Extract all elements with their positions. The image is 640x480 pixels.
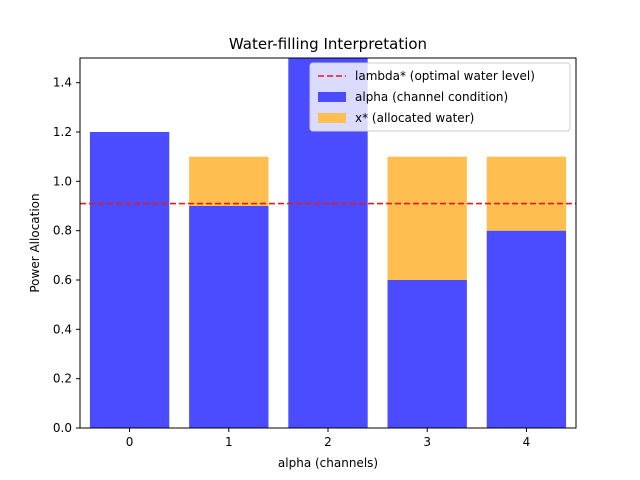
bar-water-3 (387, 156, 467, 280)
legend-entry-alpha: alpha (channel condition) (355, 90, 508, 104)
bar-alpha-4 (486, 230, 567, 428)
x-tick-label: 2 (324, 435, 332, 449)
x-axis-label: alpha (channels) (278, 456, 378, 470)
x-tick-label: 4 (523, 435, 531, 449)
y-tick-label: 0.6 (53, 273, 72, 287)
x-tick-label: 1 (225, 435, 233, 449)
bar-alpha-1 (189, 206, 269, 428)
legend-box (309, 62, 571, 132)
y-axis-label: Power Allocation (28, 193, 42, 292)
y-tick-label: 0.4 (53, 322, 72, 336)
bar-water-1 (189, 156, 269, 206)
legend-swatch (318, 92, 346, 102)
y-tick-label: 0.8 (53, 224, 72, 238)
y-tick-label: 0.2 (53, 372, 72, 386)
bar-water-4 (486, 156, 567, 231)
y-tick-label: 1.4 (53, 76, 72, 90)
legend-swatch (318, 113, 346, 123)
legend-entry-lambda: lambda* (optimal water level) (355, 69, 535, 83)
legend: lambda* (optimal water level) alpha (chan… (309, 62, 571, 132)
bar-alpha-3 (387, 280, 467, 428)
chart-title: Water-filling Interpretation (229, 35, 427, 53)
x-axis: 0 1 2 3 4 (126, 428, 530, 449)
x-tick-label: 3 (423, 435, 431, 449)
legend-entry-water: x* (allocated water) (355, 111, 474, 125)
x-tick-label: 0 (126, 435, 134, 449)
y-tick-label: 1.0 (53, 174, 72, 188)
y-axis: 0.0 0.2 0.4 0.6 0.8 1.0 1.2 1.4 (53, 76, 80, 435)
bar-alpha-0 (89, 132, 170, 428)
y-tick-label: 1.2 (53, 125, 72, 139)
y-tick-label: 0.0 (53, 421, 72, 435)
